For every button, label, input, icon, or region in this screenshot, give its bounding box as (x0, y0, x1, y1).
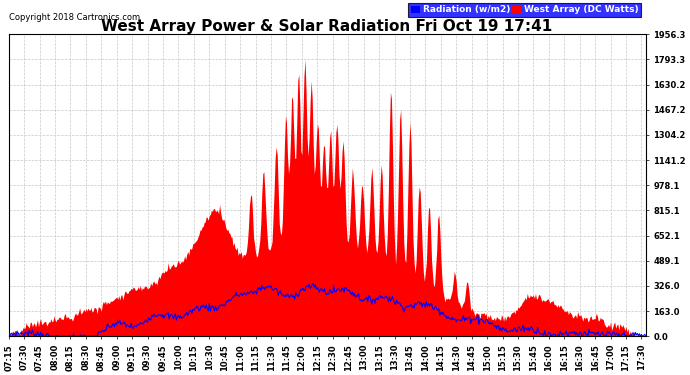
Title: West Array Power & Solar Radiation Fri Oct 19 17:41: West Array Power & Solar Radiation Fri O… (101, 19, 553, 34)
Text: Copyright 2018 Cartronics.com: Copyright 2018 Cartronics.com (9, 13, 140, 22)
Legend: Radiation (w/m2), West Array (DC Watts): Radiation (w/m2), West Array (DC Watts) (408, 3, 641, 17)
